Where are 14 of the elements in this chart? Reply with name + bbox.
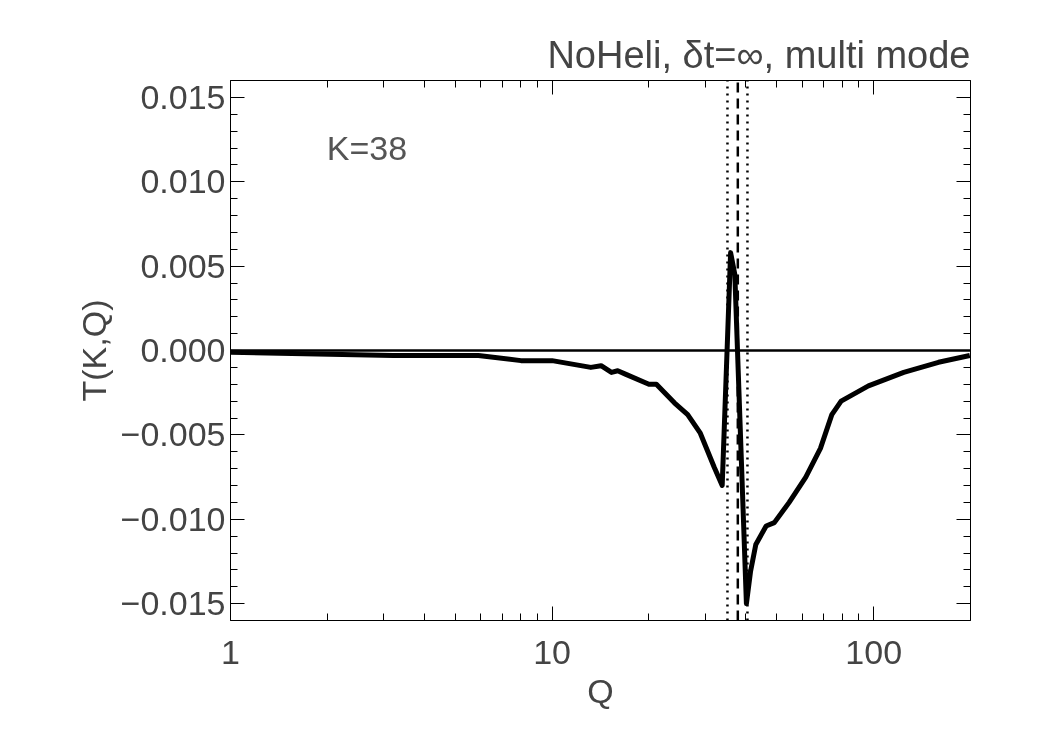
y-axis-title: T(K,Q): [74, 299, 113, 402]
y-tick-label: 0.015: [140, 77, 226, 116]
chart-title: NoHeli, δt=∞, multi mode: [547, 33, 971, 76]
x-tick-label: 1: [221, 632, 240, 671]
x-axis-title: Q: [587, 671, 614, 710]
y-tick-label: 0.010: [140, 162, 226, 201]
annotation: K=38: [326, 128, 408, 167]
y-tick-label: −0.005: [120, 415, 226, 454]
x-tick-label: 100: [845, 632, 903, 671]
y-tick-label: 0.005: [140, 246, 226, 285]
y-tick-label: 0.000: [140, 331, 226, 369]
y-tick-label: −0.015: [120, 584, 226, 623]
x-tick-label: 10: [533, 632, 572, 671]
y-tick-label: −0.010: [120, 499, 226, 538]
